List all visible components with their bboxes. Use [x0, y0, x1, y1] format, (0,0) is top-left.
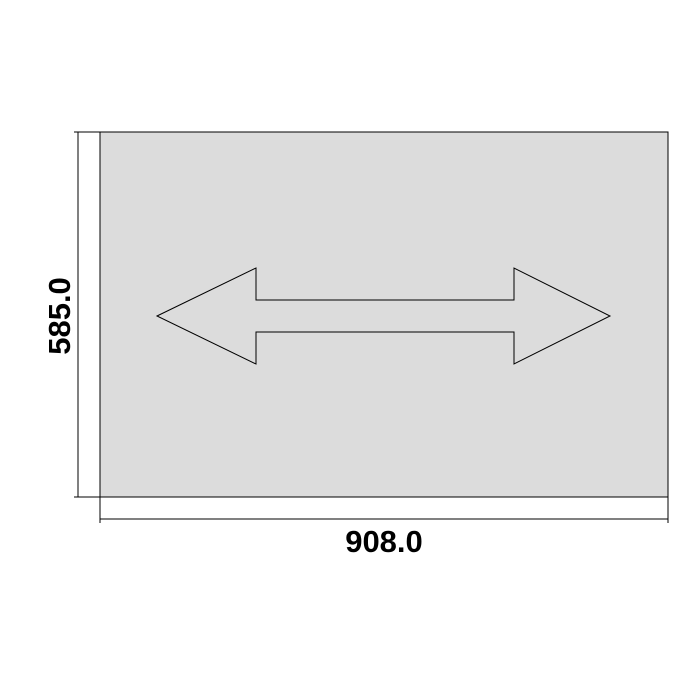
height-dimension: 585.0	[42, 131, 100, 498]
double-arrow-icon	[155, 267, 612, 365]
width-dimension: 908.0	[99, 497, 669, 559]
height-label: 585.0	[42, 277, 77, 355]
width-label: 908.0	[345, 524, 423, 559]
